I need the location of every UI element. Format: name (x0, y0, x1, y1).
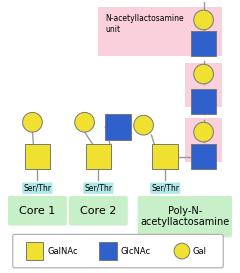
Text: Core 2: Core 2 (80, 206, 117, 216)
Text: Poly-N-
acetyllactosamine: Poly-N- acetyllactosamine (140, 206, 229, 227)
Text: Ser/Thr: Ser/Thr (23, 184, 51, 193)
Text: GlcNAc: GlcNAc (121, 247, 151, 256)
Text: Core 1: Core 1 (19, 206, 55, 216)
Text: Ser/Thr: Ser/Thr (84, 184, 112, 193)
Circle shape (23, 112, 42, 132)
Bar (191, 89, 216, 114)
Text: GalNAc: GalNAc (47, 247, 78, 256)
Circle shape (134, 115, 153, 135)
Circle shape (194, 64, 213, 84)
Text: Gal: Gal (193, 247, 207, 256)
Bar (24, 144, 50, 170)
Bar (191, 144, 216, 170)
Text: Ser/Thr: Ser/Thr (151, 184, 179, 193)
FancyBboxPatch shape (98, 7, 222, 56)
Bar (85, 144, 111, 170)
Bar (152, 144, 178, 170)
FancyBboxPatch shape (8, 196, 67, 225)
Circle shape (194, 10, 213, 30)
Circle shape (194, 122, 213, 142)
Circle shape (174, 243, 190, 259)
FancyBboxPatch shape (185, 118, 222, 162)
FancyBboxPatch shape (138, 196, 232, 237)
Circle shape (75, 112, 94, 132)
Bar (26, 242, 43, 260)
FancyBboxPatch shape (13, 234, 223, 268)
Bar (99, 242, 117, 260)
FancyBboxPatch shape (69, 196, 128, 225)
Text: N-acetyllactosamine
unit: N-acetyllactosamine unit (105, 14, 184, 34)
Bar (105, 114, 131, 140)
FancyBboxPatch shape (185, 63, 222, 106)
Bar (191, 31, 216, 56)
